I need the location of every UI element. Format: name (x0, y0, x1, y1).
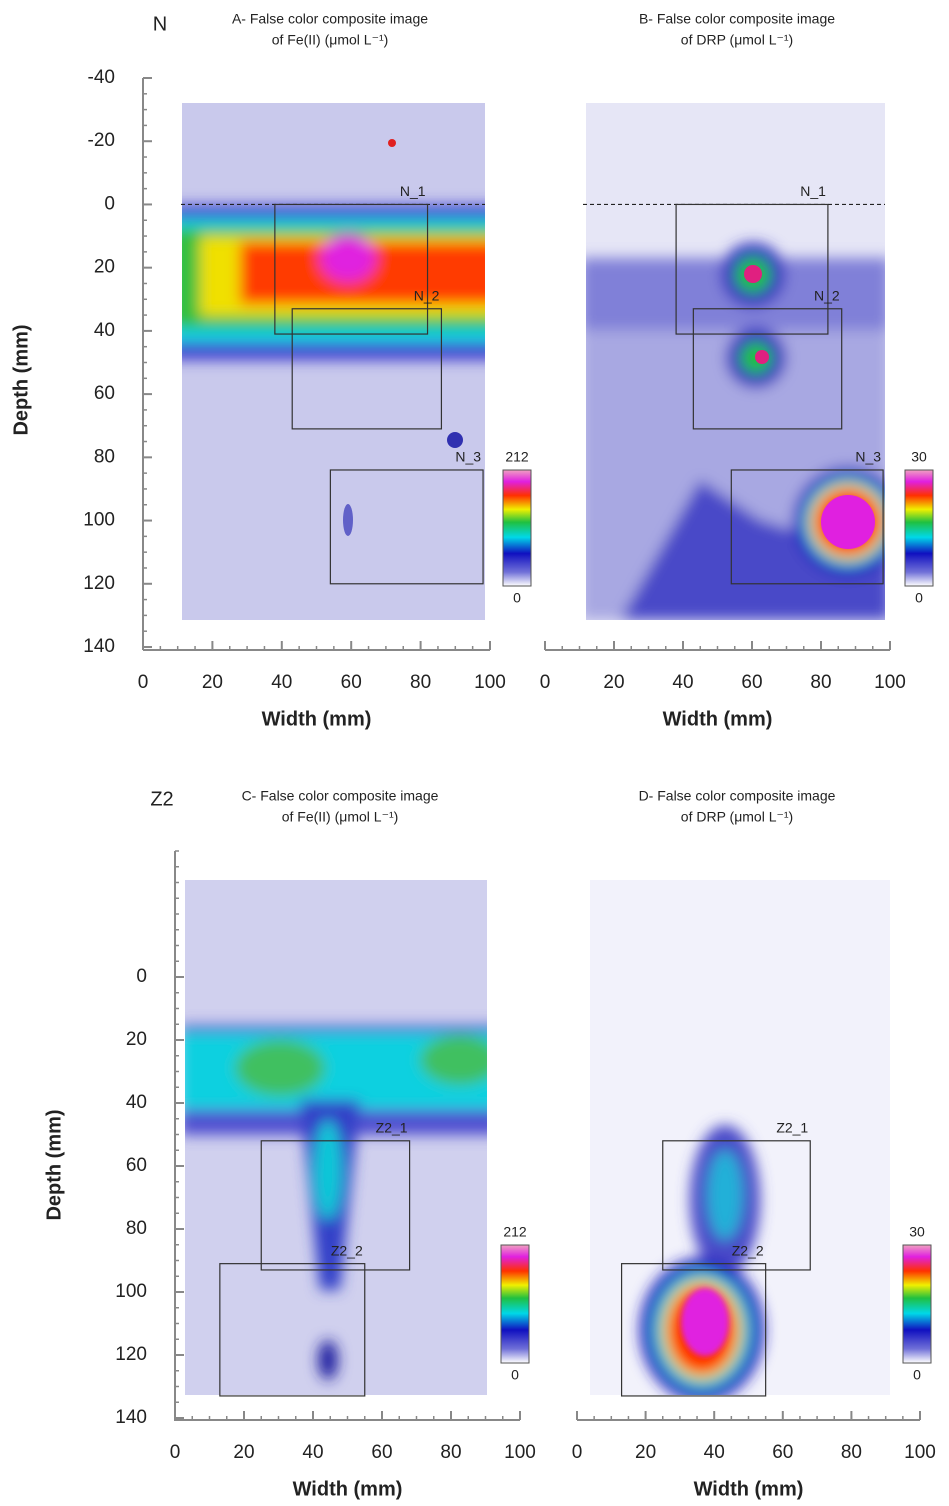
region-box (662, 1140, 811, 1271)
colorbar-max: 30 (911, 449, 927, 465)
y-tick-label: 100 (83, 510, 115, 531)
y-tick-label: 120 (115, 1344, 147, 1365)
x-tick-label: 40 (302, 1442, 323, 1463)
x-tick-label: 100 (504, 1442, 536, 1463)
region-box (675, 203, 829, 335)
x-tick-label: 0 (170, 1442, 181, 1463)
region-label: N_2 (814, 287, 840, 303)
y-tick-label: 0 (136, 966, 147, 987)
y-tick-label: 140 (83, 636, 115, 657)
y-tick-label: 60 (94, 383, 115, 404)
region-label: Z2_1 (776, 1120, 808, 1136)
image-c (185, 880, 487, 1395)
region-label: Z2_2 (331, 1242, 363, 1258)
colorbar-min: 0 (915, 590, 923, 606)
region-label: N_1 (800, 183, 826, 199)
region-box (291, 308, 443, 430)
x-tick-label: 40 (672, 672, 693, 693)
y-tick-label: 100 (115, 1281, 147, 1302)
colorbar-max: 212 (503, 1224, 527, 1240)
x-tick-label: 60 (772, 1442, 793, 1463)
region-box (692, 308, 843, 430)
x-tick-label: 80 (810, 672, 831, 693)
colorbar-min: 0 (513, 590, 521, 606)
x-axis-label: Width (mm) (293, 1478, 403, 1500)
x-tick-label: 60 (341, 672, 362, 693)
colorbar (500, 1244, 530, 1364)
region-label: N_1 (400, 183, 426, 199)
x-tick-label: 100 (904, 1442, 936, 1463)
region-box (274, 203, 429, 335)
x-axis-label: Width (mm) (262, 708, 372, 730)
x-tick-label: 60 (371, 1442, 392, 1463)
region-box (730, 469, 884, 585)
x-tick-label: 20 (635, 1442, 656, 1463)
x-tick-label: 100 (874, 672, 906, 693)
colorbar-min: 0 (511, 1367, 519, 1383)
x-tick-label: 100 (474, 672, 506, 693)
colorbar-max: 212 (505, 449, 529, 465)
y-tick-label: -20 (88, 130, 115, 151)
region-label: Z2_2 (732, 1242, 764, 1258)
x-tick-label: 80 (440, 1442, 461, 1463)
y-tick-label: 140 (115, 1407, 147, 1428)
colorbar-max: 30 (909, 1224, 925, 1240)
panel-title: A- False color composite image (232, 11, 428, 27)
y-tick-label: 80 (126, 1218, 147, 1239)
region-box (260, 1140, 411, 1271)
colorbar (902, 1244, 932, 1364)
x-tick-label: 40 (271, 672, 292, 693)
y-tick-label: 20 (94, 257, 115, 278)
y-tick-label: 40 (126, 1092, 147, 1113)
region-box (329, 469, 484, 585)
x-tick-label: 0 (138, 672, 149, 693)
region-label: Z2_1 (376, 1120, 408, 1136)
y-tick-label: 120 (83, 573, 115, 594)
x-tick-label: 20 (233, 1442, 254, 1463)
region-box (620, 1263, 767, 1397)
region-label: N_3 (455, 449, 481, 465)
x-tick-label: 80 (841, 1442, 862, 1463)
panel-group: Z2 (150, 788, 173, 810)
x-tick-label: 0 (572, 1442, 583, 1463)
x-tick-label: 20 (603, 672, 624, 693)
panel-title: of DRP (μmol L⁻¹) (681, 32, 793, 48)
panel-group: N (153, 13, 167, 35)
y-axis-label: Depth (mm) (43, 1109, 65, 1220)
colorbar (904, 469, 934, 587)
x-tick-label: 60 (741, 672, 762, 693)
y-tick-label: 0 (104, 193, 115, 214)
panel-title: C- False color composite image (242, 788, 439, 804)
region-label: N_3 (855, 449, 881, 465)
image-d (590, 880, 890, 1395)
panel-title: D- False color composite image (639, 788, 836, 804)
x-tick-label: 0 (540, 672, 551, 693)
region-box (219, 1263, 366, 1397)
panel-title: B- False color composite image (639, 11, 835, 27)
region-label: N_2 (414, 287, 440, 303)
y-tick-label: 40 (94, 320, 115, 341)
x-axis-label: Width (mm) (663, 708, 773, 730)
y-tick-label: -40 (88, 67, 115, 88)
y-tick-label: 60 (126, 1155, 147, 1176)
y-tick-label: 20 (126, 1029, 147, 1050)
colorbar (502, 469, 532, 587)
image-a (182, 103, 485, 620)
panel-title: of Fe(II) (μmol L⁻¹) (272, 32, 389, 48)
x-tick-label: 20 (202, 672, 223, 693)
image-b (586, 103, 885, 620)
x-tick-label: 80 (410, 672, 431, 693)
x-tick-label: 40 (704, 1442, 725, 1463)
y-axis-label: Depth (mm) (10, 324, 32, 435)
x-axis-label: Width (mm) (694, 1478, 804, 1500)
panel-title: of Fe(II) (μmol L⁻¹) (282, 809, 399, 825)
colorbar-min: 0 (913, 1367, 921, 1383)
panel-title: of DRP (μmol L⁻¹) (681, 809, 793, 825)
y-tick-label: 80 (94, 446, 115, 467)
